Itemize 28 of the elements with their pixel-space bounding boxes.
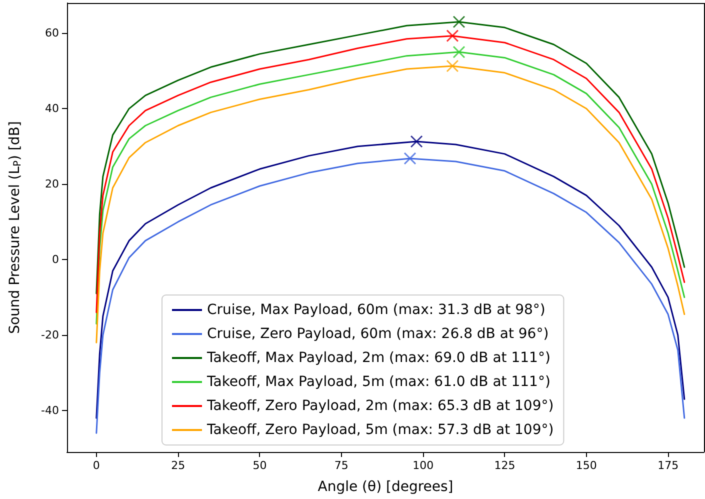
legend-label: Cruise, Zero Payload, 60m (max: 26.8 dB at 96°) [207, 326, 549, 342]
x-tick-label: 150 [576, 459, 597, 472]
legend-label: Takeoff, Zero Payload, 2m (max: 65.3 dB at 109°) [206, 398, 554, 414]
point [404, 152, 416, 165]
legend-label: Takeoff, Zero Payload, 5m (max: 57.3 dB at 109°) [206, 422, 554, 438]
legend-label: Takeoff, Max Payload, 2m (max: 69.0 dB at 111°) [206, 350, 550, 366]
x-tick-label: 125 [494, 459, 516, 472]
x-tick-label: 0 [92, 459, 100, 472]
y-tick-label: 0 [52, 253, 59, 266]
point [452, 16, 466, 28]
x-tick-label: 25 [171, 459, 186, 472]
x-tick-label: 100 [412, 459, 434, 472]
y-tick-label: -20 [41, 328, 59, 342]
y-tick-label: 40 [45, 102, 59, 116]
y-axis-title: Sound Pressure Level (LP) [dB] [7, 121, 24, 334]
point [452, 46, 466, 58]
point [446, 60, 459, 72]
y-tick-label: 60 [45, 26, 59, 40]
y-tick-label: 20 [45, 178, 59, 191]
point [410, 135, 423, 148]
y-tick-label: -40 [41, 404, 59, 417]
x-tick-label: 75 [334, 459, 348, 472]
x-tick-label: 50 [252, 459, 267, 472]
legend-label: Takeoff, Max Payload, 5m (max: 61.0 dB at 111°) [206, 374, 550, 390]
x-tick-label: 175 [658, 459, 679, 472]
x-axis-title: Angle (θ) [degrees] [318, 479, 454, 495]
point [446, 30, 459, 42]
legend-label: Cruise, Max Payload, 60m (max: 31.3 dB at 98°) [207, 302, 546, 318]
